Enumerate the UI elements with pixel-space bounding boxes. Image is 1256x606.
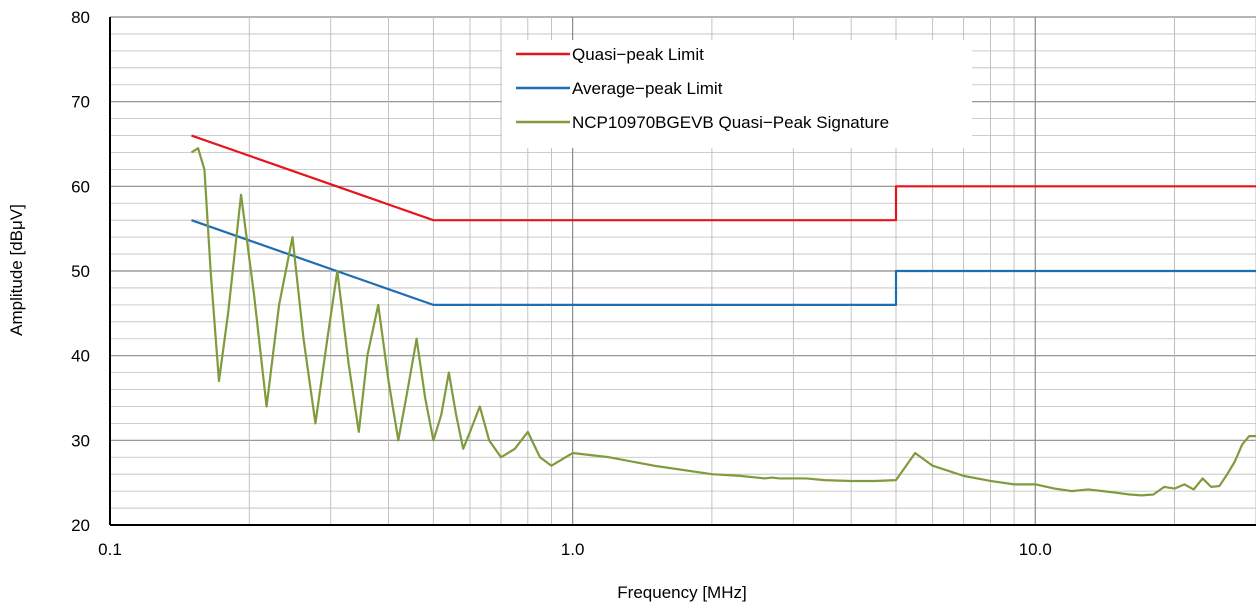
y-tick-label: 50 (71, 262, 90, 281)
y-axis-title: Amplitude [dBμV] (7, 204, 26, 336)
legend-label: Quasi−peak Limit (572, 45, 704, 64)
legend-box (502, 40, 972, 148)
x-tick-label: 10.0 (1019, 540, 1052, 559)
x-tick-label: 0.1 (98, 540, 122, 559)
axes (109, 17, 1256, 526)
tick-labels: 20 30 40 50 60 70 80 0.1 1.0 10.0 (71, 8, 1052, 559)
series-line-3 (190, 147, 1256, 497)
x-tick-label: 1.0 (561, 540, 585, 559)
y-tick-label: 70 (71, 93, 90, 112)
legend: Quasi−peak Limit Average−peak Limit NCP109… (502, 40, 972, 148)
y-tick-label: 80 (71, 8, 90, 27)
series-line-2 (191, 219, 1256, 306)
x-axis-title: Frequency [MHz] (617, 583, 746, 602)
legend-label: NCP10970BGEVB Quasi−Peak Signature (572, 113, 889, 132)
legend-label: Average−peak Limit (572, 79, 723, 98)
series-line-1 (191, 134, 1256, 222)
y-tick-label: 40 (71, 347, 90, 366)
y-tick-label: 30 (71, 431, 90, 450)
series-lines (190, 134, 1256, 497)
y-tick-label: 60 (71, 177, 90, 196)
y-tick-label: 20 (71, 516, 90, 535)
